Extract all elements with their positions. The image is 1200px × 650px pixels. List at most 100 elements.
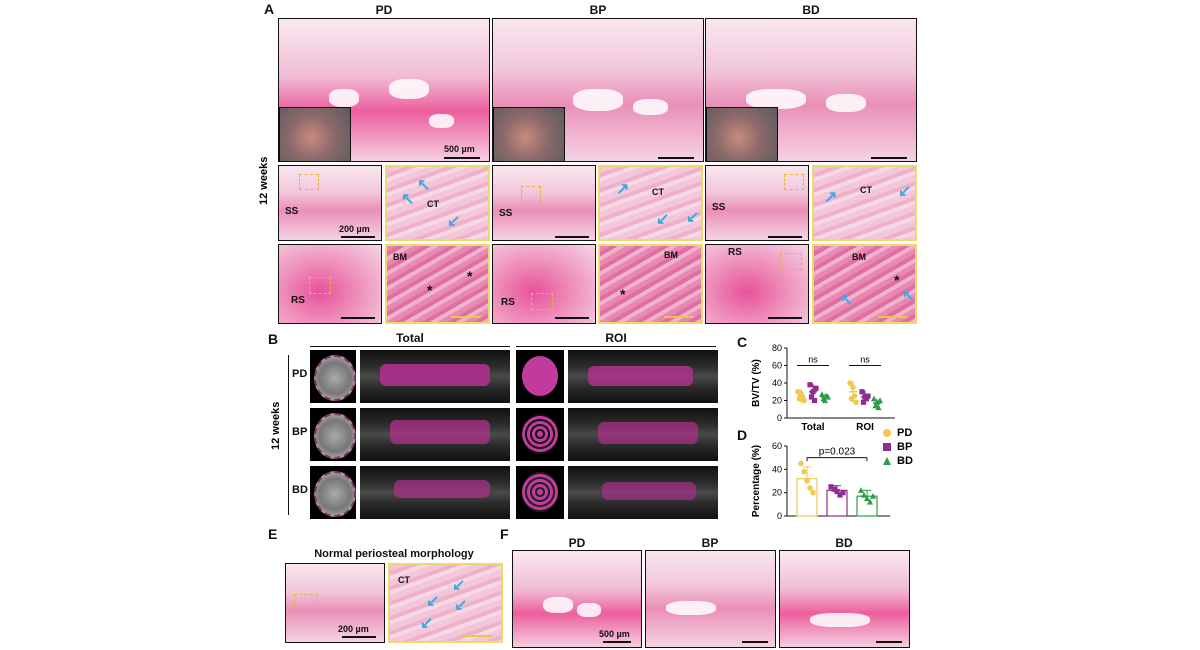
he-normal-periosteum-zoom: CT ↙ ↙ ↙ ↙ (388, 563, 503, 643)
percentage-chart: 0 20 40 60 Percentage (%) p=0.023 (751, 441, 890, 521)
bvtv-chart: 0 20 40 60 80 BV/TV (%) Total ns ROI ns (751, 343, 895, 433)
data-point (850, 384, 856, 391)
scale-bar (871, 157, 907, 159)
panel-b-title-total: Total (396, 331, 424, 345)
scale-bar (555, 317, 589, 319)
vessel-arrow-icon: ↙ (898, 183, 912, 200)
data-point (877, 397, 883, 404)
data-point (813, 385, 819, 391)
data-point (811, 397, 818, 404)
panel-c-letter: C (737, 334, 748, 350)
zoom-region-box (521, 186, 541, 202)
label-ct: CT (427, 199, 439, 209)
vessel-arrow-icon: ↙ (686, 209, 700, 226)
he-zoom-ct-pd: ↖ ↖ ↙ CT (385, 165, 490, 241)
he-overview-bp (492, 18, 704, 162)
zoom-scale-bar (664, 316, 694, 318)
label-ss: SS (712, 202, 726, 213)
label-ct: CT (398, 575, 410, 585)
scale-bar (341, 236, 375, 238)
scale-bar (444, 157, 480, 159)
data-point (834, 488, 840, 495)
scale-label-200: 200 µm (338, 624, 369, 634)
category-label: Total (801, 422, 824, 433)
microct-cross-section-roi-bp (516, 408, 564, 461)
microct-sagittal-roi-bd (568, 466, 718, 519)
label-rs: RS (501, 297, 515, 308)
microct-cross-section-roi-bd (516, 466, 564, 519)
legend-item-bp: BP (882, 440, 913, 454)
he-regenerated-bone-pd: RS (278, 244, 382, 324)
y-axis-label: BV/TV (%) (751, 359, 762, 407)
legend: PD BP BD (882, 426, 913, 468)
category-label: ROI (856, 422, 874, 433)
he-zoom-bm-pd: BM * * (385, 244, 490, 324)
zoom-region-box (294, 594, 318, 612)
he-periosteum-bp (645, 550, 776, 648)
label-bm: BM (852, 252, 866, 262)
he-regenerated-bone-bd: RS (705, 244, 809, 324)
data-point (810, 489, 816, 496)
marker-star: * (427, 282, 433, 298)
zoom-scale-bar (451, 316, 481, 318)
data-point (807, 485, 813, 491)
y-axis-label: Percentage (%) (751, 445, 762, 517)
data-point (865, 393, 871, 399)
panel-f-letter: F (500, 526, 509, 542)
vessel-arrow-icon: ↖ (401, 191, 415, 208)
data-point (851, 393, 858, 399)
panel-b-letter: B (268, 331, 279, 347)
legend-item-pd: PD (882, 426, 913, 440)
microct-sagittal-roi-bp (568, 408, 718, 461)
label-ss: SS (285, 206, 299, 217)
panel-d-letter: D (737, 427, 748, 443)
panel-a-title-pd: PD (375, 3, 393, 17)
data-point (858, 487, 864, 493)
ns-annotation: ns (860, 355, 870, 365)
gross-photo-inset-bd (706, 107, 778, 161)
label-ss: SS (499, 208, 513, 219)
zoom-region-box (780, 253, 802, 270)
y-tick-label: 60 (772, 441, 782, 451)
vessel-arrow-icon: ↙ (447, 213, 461, 230)
scale-bar (768, 236, 802, 238)
panel-f-title-bp: BP (701, 536, 719, 550)
he-normal-periosteum: 200 µm (285, 563, 385, 643)
data-point (859, 389, 865, 395)
legend-label: PD (897, 427, 913, 439)
label-rs: RS (728, 247, 742, 258)
data-point (853, 399, 859, 406)
marker-star: * (894, 272, 900, 288)
panel-b-bracket (288, 355, 289, 515)
data-point (861, 491, 867, 498)
microct-sagittal-total-pd (360, 350, 510, 403)
he-zoom-bm-bp: BM * (598, 244, 703, 324)
zoom-scale-bar (878, 316, 908, 318)
gross-photo-inset-bp (493, 107, 565, 161)
microct-sagittal-roi-pd (568, 350, 718, 403)
vessel-arrow-icon: ↖ (840, 292, 854, 309)
p-value-annotation: p=0.023 (819, 447, 856, 458)
vessel-arrow-icon: ↖ (902, 288, 916, 305)
group-underline (310, 346, 510, 347)
zoom-scale-bar (462, 635, 492, 637)
bar (796, 478, 818, 517)
microct-sagittal-total-bp (360, 408, 510, 461)
group-underline (516, 346, 716, 347)
data-point (864, 495, 870, 502)
scale-bar (342, 636, 376, 638)
label-bm: BM (664, 250, 678, 260)
y-tick-label: 0 (777, 413, 782, 423)
data-point (847, 380, 853, 386)
scale-label-500: 500 µm (444, 144, 475, 154)
zoom-region-box (784, 174, 804, 190)
ns-annotation: ns (808, 355, 818, 365)
scale-bar (768, 317, 802, 319)
microct-cross-section-roi-pd (516, 350, 564, 403)
data-point (808, 394, 815, 400)
panel-f-title-pd: PD (568, 536, 586, 550)
zoom-region-box (299, 174, 319, 190)
data-point (810, 389, 816, 395)
panel-a-letter: A (264, 1, 275, 17)
scale-label-200: 200 µm (339, 224, 370, 234)
